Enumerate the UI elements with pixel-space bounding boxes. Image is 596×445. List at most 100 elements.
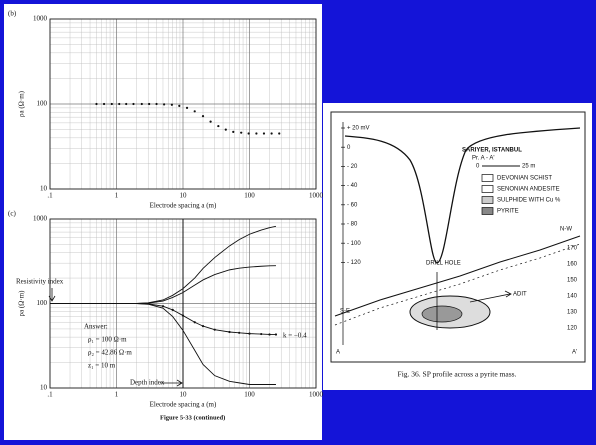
panel-label: (b) — [8, 10, 17, 18]
elevation-label: 130 — [567, 310, 578, 316]
elevation-label: 170 — [567, 246, 578, 252]
point — [161, 305, 165, 308]
adit-label: ADIT — [513, 292, 527, 298]
elevations: 120 130 140 150 160 170 — [567, 246, 578, 332]
legend-swatch — [481, 207, 494, 215]
x-tick-label: .1 — [47, 391, 53, 399]
point — [181, 314, 185, 317]
point — [102, 102, 106, 106]
point — [240, 131, 243, 134]
y-axis-title: ρa (Ω·m) — [18, 90, 26, 117]
arrow-head — [48, 295, 56, 302]
sp-y-label: - 80 — [347, 222, 358, 228]
sp-figure: SARIYER, ISTANBUL Pr. A - A' 0 25 m DEVO… — [330, 111, 586, 379]
elevation-label: 140 — [567, 294, 578, 300]
right-panel — [323, 103, 592, 390]
se-label: S-E — [340, 309, 350, 315]
adit — [469, 290, 512, 303]
legend-swatch — [481, 196, 494, 204]
point — [274, 333, 278, 336]
point — [270, 132, 273, 135]
annotation: Resistivity index — [16, 278, 64, 286]
drill-label: DRILL HOLE — [426, 261, 461, 267]
y-axis-title: ρa (Ω·m) — [18, 290, 26, 317]
panel-label: (c) — [8, 210, 16, 218]
point — [201, 325, 205, 328]
arrow — [160, 379, 183, 387]
legend-swatch — [481, 174, 494, 182]
scale-label: 25 m — [522, 164, 535, 170]
point — [171, 308, 174, 311]
elevation-label: 160 — [567, 262, 578, 268]
line — [50, 303, 276, 385]
pyrite-core — [421, 305, 463, 323]
point — [201, 115, 205, 118]
x-tick-label: .1 — [47, 192, 53, 200]
y-tick-label: 1000 — [33, 15, 48, 23]
caption: Figure 5-33 (continued) — [160, 414, 225, 421]
point — [163, 103, 166, 106]
sp-y-labels: + 20 mV 0 - 20 - 40 - 60 - 80 - 100 - 120 — [341, 126, 370, 266]
elevation-label: 120 — [567, 326, 578, 332]
x-axis-title: Electrode spacing a (m) — [150, 401, 217, 409]
sp-y-label: - 100 — [347, 241, 361, 247]
y-tick-label: 100 — [37, 100, 48, 108]
x-tick-label: 1 — [115, 391, 119, 399]
elevation-label: 150 — [567, 278, 578, 284]
y-tick-label: 10 — [40, 185, 48, 193]
point — [118, 102, 121, 106]
annotation: z₁ = 10 m — [88, 362, 116, 370]
annotation: Depth index — [130, 379, 165, 387]
x-tick-label: 1 — [115, 192, 119, 200]
point — [248, 332, 251, 335]
legend-label: SULPHIDE WITH Cu % — [497, 198, 561, 204]
annotation: ρ₂ = 42.86 Ω·m — [88, 349, 132, 357]
annotation: Answer: — [84, 323, 108, 331]
point — [185, 106, 189, 109]
sp-y-label: 0 — [347, 145, 351, 151]
sp-y-label: - 20 — [347, 164, 358, 170]
point — [178, 104, 181, 107]
point — [193, 321, 196, 324]
profile-label: Pr. A - A' — [472, 156, 495, 162]
point — [155, 102, 158, 106]
plot-frame — [49, 18, 317, 190]
x-axis-title: Electrode spacing a (m) — [150, 202, 217, 210]
point — [132, 102, 135, 106]
x-tick-label: 100 — [244, 391, 255, 399]
legend-label: PYRITE — [497, 209, 519, 215]
sp-y-label: + 20 mV — [347, 126, 370, 132]
point — [255, 132, 258, 135]
ground-line — [334, 235, 581, 317]
point — [110, 102, 113, 106]
x-tick-label: 1000 — [309, 391, 324, 399]
legend-label: SENONIAN ANDESITE — [497, 187, 560, 193]
point — [125, 102, 128, 106]
nw-label: N-W — [560, 227, 572, 233]
figure-caption: Fig. 36. SP profile across a pyrite mass… — [398, 370, 517, 379]
a-prime-label: A' — [572, 350, 577, 356]
point — [209, 120, 212, 123]
point — [170, 103, 173, 106]
point — [262, 132, 266, 135]
y-tick-label: 10 — [40, 384, 48, 392]
point — [193, 110, 196, 113]
point — [268, 333, 271, 336]
x-tick-label: 10 — [180, 391, 188, 399]
point — [260, 332, 263, 336]
sp-curve — [344, 127, 581, 264]
point — [140, 102, 143, 106]
scale-label: 0 — [476, 164, 480, 170]
legend: DEVONIAN SCHIST SENONIAN ANDESITE SULPHIDE… — [481, 174, 561, 215]
point — [224, 128, 227, 131]
point — [148, 102, 151, 106]
sp-y-label: - 40 — [347, 183, 358, 189]
point — [213, 328, 216, 331]
figure-frame — [330, 111, 586, 363]
sp-y-label: - 120 — [347, 260, 361, 266]
charts: .1 1 10 100 1000 10 100 1000 (b) Electrode spacin… — [8, 10, 324, 409]
point — [278, 132, 281, 135]
x-tick-label: 100 — [244, 192, 255, 200]
